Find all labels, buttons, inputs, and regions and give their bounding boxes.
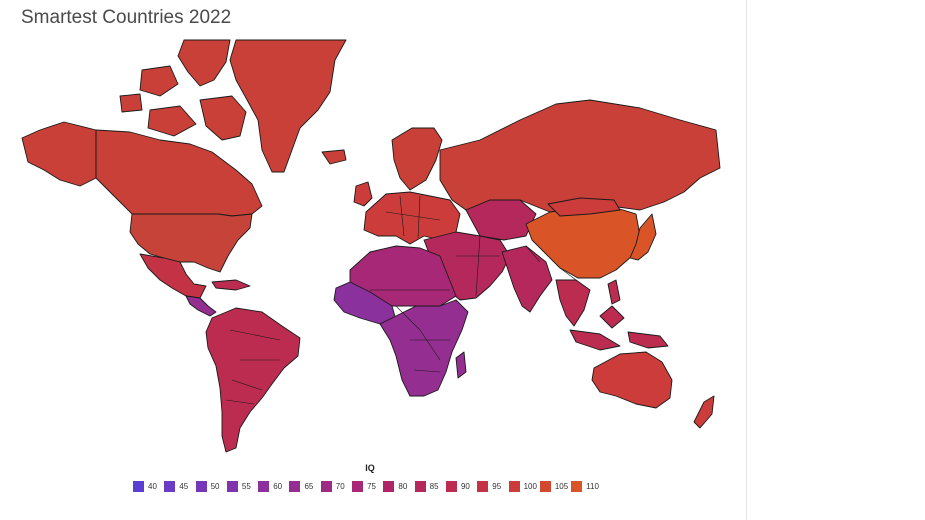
legend-swatch: [477, 481, 489, 492]
legend-swatch: [445, 481, 457, 492]
legend: 40 45 50 55 60 65 70 75 80 85 90 95 100 105 110: [133, 481, 602, 492]
legend-label: 80: [398, 482, 408, 491]
legend-label: 50: [210, 482, 220, 491]
legend-item[interactable]: 95: [477, 481, 508, 492]
legend-swatch: [383, 481, 395, 492]
legend-swatch: [226, 481, 238, 492]
legend-item[interactable]: 50: [195, 481, 227, 492]
legend-swatch: [258, 481, 270, 492]
legend-label: 55: [241, 482, 251, 491]
legend-label: 65: [304, 482, 314, 491]
region-central-america[interactable]: [185, 295, 217, 317]
legend-label: 100: [523, 482, 537, 491]
legend-swatch: [414, 481, 426, 492]
region-south-asia[interactable]: [501, 245, 553, 313]
map-panel: Smartest Countries 2022: [21, 0, 747, 520]
region-caribbean[interactable]: [211, 279, 251, 291]
legend-swatch: [195, 481, 207, 492]
legend-label: 110: [586, 482, 599, 491]
world-map: [21, 39, 721, 453]
legend-item[interactable]: 90: [445, 481, 477, 492]
legend-swatch: [320, 481, 332, 492]
region-sub-saharan-africa[interactable]: [379, 299, 469, 397]
legend-label: 40: [148, 482, 157, 491]
legend-swatch: [539, 481, 551, 492]
legend-swatch: [164, 481, 176, 492]
legend-item[interactable]: 110: [571, 481, 602, 492]
legend-item[interactable]: 75: [352, 481, 383, 492]
region-uk[interactable]: [353, 181, 373, 207]
region-japan[interactable]: [629, 213, 657, 261]
legend-swatch: [289, 481, 301, 492]
region-mexico[interactable]: [139, 253, 207, 299]
legend-swatch: [133, 481, 144, 492]
legend-label: 60: [273, 482, 283, 491]
region-australia[interactable]: [591, 351, 673, 409]
legend-item[interactable]: 55: [226, 481, 258, 492]
legend-label: 105: [554, 482, 569, 491]
legend-item[interactable]: 70: [320, 481, 352, 492]
legend-item[interactable]: 65: [289, 481, 320, 492]
legend-title: IQ: [365, 463, 375, 473]
region-arctic-islands[interactable]: [119, 39, 247, 141]
legend-label: 75: [367, 482, 376, 491]
region-madagascar[interactable]: [455, 351, 467, 379]
legend-label: 45: [179, 482, 189, 491]
legend-item[interactable]: 45: [164, 481, 195, 492]
chart-title: Smartest Countries 2022: [21, 7, 232, 28]
region-russia[interactable]: [439, 99, 721, 213]
country-borders: [95, 130, 577, 405]
legend-swatch: [571, 481, 583, 492]
region-mongolia[interactable]: [547, 197, 621, 217]
legend-label: 95: [492, 482, 502, 491]
region-south-america[interactable]: [205, 307, 301, 453]
region-philippines[interactable]: [607, 279, 621, 305]
region-southeast-asia[interactable]: [555, 279, 669, 351]
region-new-zealand[interactable]: [693, 395, 715, 429]
region-alaska[interactable]: [21, 121, 97, 187]
legend-label: 90: [460, 482, 470, 491]
legend-item[interactable]: 80: [383, 481, 414, 492]
legend-swatch: [352, 481, 364, 492]
region-greenland[interactable]: [229, 39, 347, 173]
region-iceland[interactable]: [321, 149, 347, 165]
legend-item[interactable]: 60: [258, 481, 289, 492]
legend-item[interactable]: 40: [133, 481, 164, 492]
legend-item[interactable]: 100: [508, 481, 540, 492]
legend-item[interactable]: 85: [414, 481, 446, 492]
legend-item[interactable]: 105: [539, 481, 571, 492]
region-canada[interactable]: [95, 129, 263, 217]
region-usa[interactable]: [129, 213, 253, 273]
legend-label: 85: [429, 482, 439, 491]
legend-swatch: [508, 481, 520, 492]
legend-label: 70: [335, 482, 345, 491]
region-central-asia[interactable]: [465, 199, 537, 241]
region-scandinavia[interactable]: [391, 127, 443, 191]
